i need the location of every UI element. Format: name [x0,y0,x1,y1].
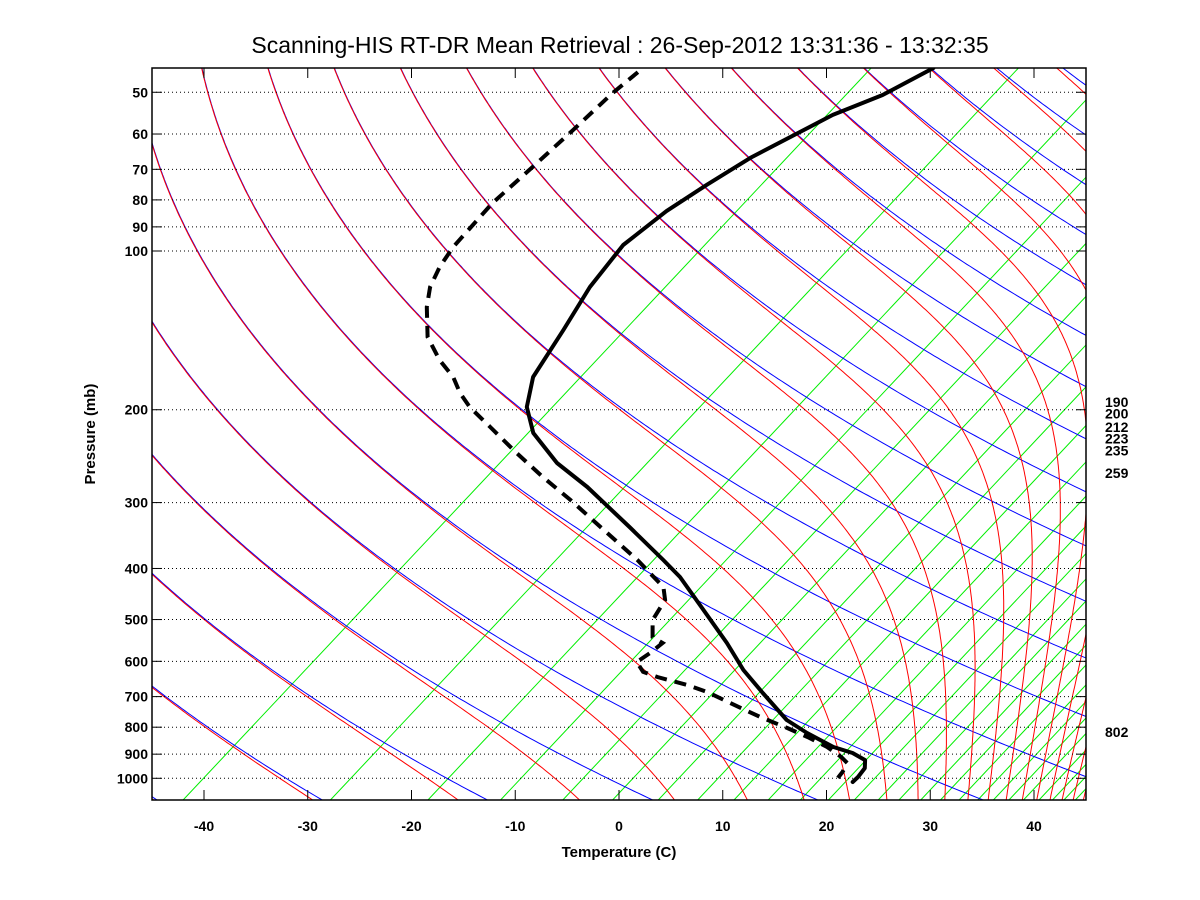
y-tick-label: 100 [125,243,149,259]
right-level-label: 223 [1105,431,1129,447]
y-tick-label: 800 [125,719,149,735]
dry-adiabat-line [152,320,819,800]
y-tick-label: 50 [132,84,148,100]
moist-adiabat-line [928,68,1086,800]
right-level-label: 200 [1105,406,1129,422]
dry-adiabat-line [664,68,1086,388]
x-tick-label: 20 [819,818,835,834]
x-tick-label: -30 [298,818,318,834]
moist-adiabat-line [532,68,976,800]
mixing-ratio-line [733,424,1086,800]
x-tick-label: 30 [922,818,938,834]
right-level-label: 259 [1105,465,1129,481]
moist-adiabat-line [333,68,888,800]
x-tick-label: -10 [505,818,525,834]
axis-ticks [152,68,1086,800]
x-tick-label: -40 [194,818,214,834]
moist-adiabat-line [730,68,1061,800]
x-tick-label: 40 [1026,818,1042,834]
mixing-ratio-line [800,495,1086,800]
y-tick-label: 200 [125,402,149,418]
dry-adiabat-line [863,68,1086,236]
x-tick-label: -20 [401,818,421,834]
mixing-ratio-line [828,525,1086,800]
mixing-ratio-line [657,344,1086,800]
mixing-ratio-line [853,552,1086,800]
mixing-ratio-line [958,664,1086,800]
dry-adiabat-line [152,453,654,800]
moist-adiabat-line [796,68,1086,800]
y-tick-label: 80 [132,192,148,208]
tick-labels: 5060708090100200300400500600700800900100… [117,84,1129,834]
mixing-ratio-line [500,176,1086,800]
right-level-label: 190 [1105,394,1129,410]
background-lines [152,68,1086,800]
moist-adiabat-line [152,142,748,800]
y-tick-label: 70 [132,161,148,177]
y-tick-label: 1000 [117,770,148,786]
y-tick-label: 600 [125,653,149,669]
mixing-ratio-line [898,600,1086,800]
y-tick-label: 400 [125,560,149,576]
chart-title: Scanning-HIS RT-DR Mean Retrieval : 26-S… [251,32,988,58]
mixing-ratio-line [562,242,1086,800]
right-level-label: 212 [1105,419,1129,435]
moist-adiabat-line [465,68,947,800]
moist-adiabat-line [399,68,919,800]
temperature-profile-line [524,68,936,784]
mixing-ratio-line [612,295,1086,800]
x-axis-label: Temperature (C) [562,844,677,861]
dry-adiabat-line [731,68,1086,336]
mixing-ratio-line [182,68,872,800]
mixing-ratio-line [920,623,1086,800]
x-tick-label: 0 [615,818,623,834]
moist-adiabat-line [152,573,459,800]
moist-adiabat-line [152,454,580,800]
dry-adiabat-line [797,68,1086,286]
moist-adiabat-line [201,68,805,800]
y-tick-label: 90 [132,219,148,235]
mixing-ratio-line [940,644,1086,800]
dewpoint-profile-line [424,70,850,780]
y-tick-label: 700 [125,689,149,705]
y-tick-label: 300 [125,495,149,511]
sounding-profiles [424,68,936,784]
mixing-ratio-line [767,461,1086,800]
mixing-ratio-line [330,68,1019,800]
dry-adiabat-line [152,572,488,800]
y-tick-label: 60 [132,126,148,142]
right-level-label: 235 [1105,443,1129,459]
moist-adiabat-line [267,68,851,800]
moist-adiabat-line [152,321,675,800]
right-level-label: 802 [1105,724,1129,740]
y-tick-label: 900 [125,746,149,762]
moist-adiabat-line [664,68,1033,800]
y-axis-label: Pressure (mb) [82,384,99,485]
moist-adiabat-line [862,68,1086,800]
mixing-ratio-line [697,386,1086,800]
y-tick-label: 500 [125,612,149,628]
x-tick-label: 10 [715,818,731,834]
